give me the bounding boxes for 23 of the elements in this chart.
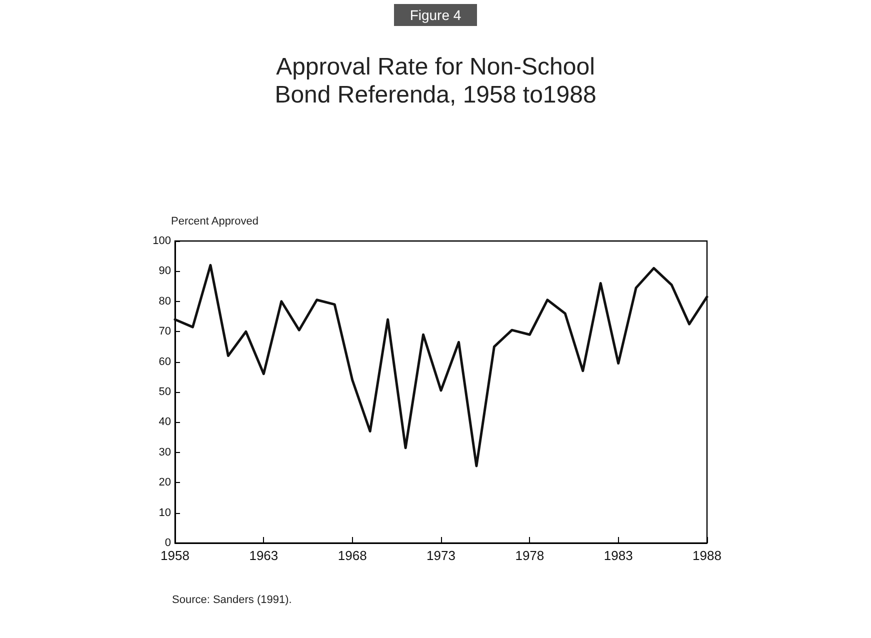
y-tick-label: 30	[158, 446, 171, 458]
y-axis-title: Percent Approved	[171, 216, 258, 228]
x-tick-label: 1988	[692, 548, 722, 563]
x-tick-label: 1978	[515, 548, 544, 563]
y-tick-label: 10	[158, 506, 171, 519]
x-tick-label: 1958	[160, 548, 190, 563]
chart-title: Approval Rate for Non-School Bond Referenda, 1958 to1988	[274, 54, 596, 108]
y-tick-label: 80	[158, 295, 171, 308]
source-note: Source: Sanders (1991).	[172, 594, 292, 606]
y-tick-label: 0	[164, 537, 171, 549]
x-tick-label: 1973	[426, 548, 456, 563]
y-tick-label: 40	[158, 416, 171, 428]
y-tick-label: 50	[158, 386, 171, 398]
y-tick-label: 70	[158, 326, 171, 338]
x-tick-label: 1983	[604, 548, 633, 563]
line-series	[174, 264, 708, 468]
x-tick-label: 1963	[249, 548, 278, 563]
y-tick-label: 90	[158, 265, 171, 278]
y-tick-label: 20	[158, 476, 171, 489]
caption: Figure 4	[394, 4, 478, 26]
x-tick-label: 1968	[338, 548, 367, 563]
y-tick-label: 100	[152, 235, 171, 247]
y-tick-label: 60	[158, 356, 171, 368]
